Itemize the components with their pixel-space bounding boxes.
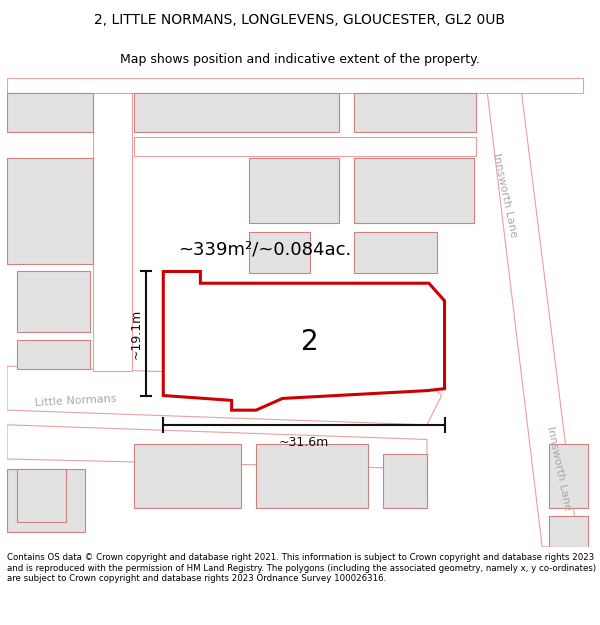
Polygon shape	[17, 469, 65, 522]
Polygon shape	[134, 444, 241, 508]
Polygon shape	[7, 366, 442, 425]
Polygon shape	[549, 516, 588, 547]
Text: Innsworth Lane: Innsworth Lane	[491, 152, 519, 238]
Text: Contains OS data © Crown copyright and database right 2021. This information is : Contains OS data © Crown copyright and d…	[7, 553, 596, 583]
Text: Little Normans: Little Normans	[34, 393, 116, 408]
Polygon shape	[383, 454, 427, 508]
Polygon shape	[354, 92, 476, 132]
Polygon shape	[354, 232, 437, 274]
Text: 2: 2	[301, 328, 319, 356]
Polygon shape	[249, 158, 339, 222]
Text: ~31.6m: ~31.6m	[279, 436, 329, 449]
Text: Innsworth Lane: Innsworth Lane	[545, 426, 572, 512]
Polygon shape	[354, 158, 474, 222]
Text: Map shows position and indicative extent of the property.: Map shows position and indicative extent…	[120, 52, 480, 66]
Text: 2, LITTLE NORMANS, LONGLEVENS, GLOUCESTER, GL2 0UB: 2, LITTLE NORMANS, LONGLEVENS, GLOUCESTE…	[95, 12, 505, 27]
Polygon shape	[256, 444, 368, 508]
Polygon shape	[485, 78, 578, 547]
Polygon shape	[249, 232, 310, 274]
Polygon shape	[134, 92, 339, 132]
Text: ~19.1m: ~19.1m	[130, 308, 142, 359]
Polygon shape	[17, 340, 90, 369]
Polygon shape	[7, 92, 93, 132]
Polygon shape	[7, 469, 85, 532]
Polygon shape	[7, 158, 93, 264]
Polygon shape	[7, 425, 427, 469]
Polygon shape	[93, 78, 132, 371]
Polygon shape	[134, 137, 476, 156]
Text: ~339m²/~0.084ac.: ~339m²/~0.084ac.	[178, 240, 351, 258]
Polygon shape	[549, 444, 588, 508]
Polygon shape	[163, 271, 445, 410]
Polygon shape	[7, 78, 583, 92]
Polygon shape	[17, 271, 90, 332]
